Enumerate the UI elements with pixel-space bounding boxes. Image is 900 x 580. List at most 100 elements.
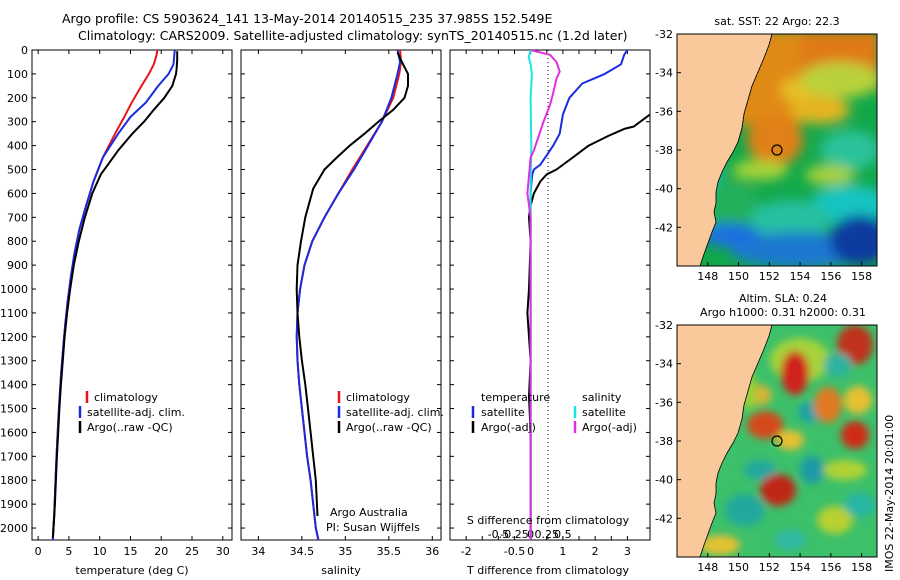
lat-tick-label: -34 xyxy=(655,67,673,80)
depth-tick-label: 300 xyxy=(7,116,28,129)
sla-lat-axis: -32 -34 -36 -38 -40 -42 xyxy=(655,319,681,525)
legend-s-satellite-label: satellite xyxy=(582,406,626,419)
legend-s-argo-label: Argo(-adj) xyxy=(582,421,637,434)
depth-tick-label: 500 xyxy=(7,164,28,177)
temperature-panel: 0100200300400500600700800900100011001200… xyxy=(0,44,233,577)
sst-bathymetry-contour xyxy=(737,34,773,143)
legend-satellite-label: satellite-adj. clim. xyxy=(346,406,444,419)
lat-tick-label: -40 xyxy=(655,474,673,487)
depth-tick-label: 900 xyxy=(7,259,28,272)
lat-tick-label: -32 xyxy=(655,28,673,41)
sla-landmass xyxy=(677,325,773,557)
s-diff-tick-label: 0.25 xyxy=(535,528,560,541)
x-tick-label: 15 xyxy=(123,545,137,558)
x-tick-label: 3 xyxy=(624,545,631,558)
depth-tick-label: 1800 xyxy=(0,474,28,487)
legend-salinity-heading: salinity xyxy=(582,391,622,404)
salinity-panel: 34 34.5 35 35.5 36 salinity climatology sate… xyxy=(240,49,444,577)
x-tick-label: 35.5 xyxy=(377,545,402,558)
x-tick-label: 35 xyxy=(338,545,352,558)
x-tick-label: 10 xyxy=(93,545,107,558)
legend-argo-label: Argo(..raw -QC) xyxy=(87,421,173,434)
sla-map: Altim. SLA: 0.24 Argo h1000: 0.31 h2000:… xyxy=(655,292,878,574)
lon-tick-label: 158 xyxy=(851,561,872,574)
sst-map-title: sat. SST: 22 Argo: 22.3 xyxy=(714,15,839,28)
depth-tick-label: 0 xyxy=(21,44,28,57)
s-diff-tick-label: 0.5 xyxy=(554,528,572,541)
depth-tick-label: 1700 xyxy=(0,450,28,463)
x-tick-label: 34 xyxy=(251,545,265,558)
t-difference-xlabel: T difference from climatology xyxy=(466,564,629,577)
legend-satellite-label: satellite-adj. clim. xyxy=(87,406,185,419)
difference-y-ticks xyxy=(450,49,650,529)
depth-tick-label: 200 xyxy=(7,92,28,105)
salinity-axes-frame xyxy=(240,49,442,541)
x-tick-label: 0 xyxy=(527,545,534,558)
temperature-series-group xyxy=(51,50,179,540)
lat-tick-label: -42 xyxy=(655,221,673,234)
lat-tick-label: -42 xyxy=(655,512,673,525)
sst-field xyxy=(677,34,877,266)
x-tick-label: 30 xyxy=(216,545,230,558)
x-tick-label: 36 xyxy=(425,545,439,558)
sla-map-title-2: Argo h1000: 0.31 h2000: 0.31 xyxy=(700,306,866,319)
x-tick-label: 5 xyxy=(65,545,72,558)
temperature-axes-frame xyxy=(31,49,233,541)
legend-t-satellite-label: satellite xyxy=(481,406,525,419)
legend-t-argo-label: Argo(-adj) xyxy=(481,421,536,434)
sla-blobs xyxy=(700,325,876,555)
depth-tick-label: 1100 xyxy=(0,307,28,320)
difference-series-group xyxy=(526,50,650,540)
s-diff-tick-label: -0.5 xyxy=(488,528,509,541)
depth-tick-label: 400 xyxy=(7,140,28,153)
header-line-2: Climatology: CARS2009. Satellite-adjuste… xyxy=(78,28,628,43)
legend-argo-label: Argo(..raw -QC) xyxy=(346,421,432,434)
depth-tick-label: 1200 xyxy=(0,331,28,344)
difference-panel: -2 -0.5 0 1 2 3 -0.5-0.250 0.250.5 S differenc… xyxy=(449,49,651,577)
lon-tick-label: 148 xyxy=(697,270,718,283)
x-tick-label: 1 xyxy=(559,545,566,558)
t-difference-x-axis: -2 -0.5 0 1 2 3 xyxy=(461,50,631,558)
depth-tick-label: 700 xyxy=(7,211,28,224)
argo-australia-label: Argo Australia xyxy=(330,506,408,519)
lat-tick-label: -38 xyxy=(655,144,673,157)
lon-tick-label: 158 xyxy=(851,270,872,283)
legend-climatology-label: climatology xyxy=(94,391,158,404)
depth-tick-label: 100 xyxy=(7,68,28,81)
lon-tick-label: 150 xyxy=(728,270,749,283)
lon-tick-label: 152 xyxy=(759,561,780,574)
temperature-xlabel: temperature (deg C) xyxy=(75,564,188,577)
s-difference-xlabel: S difference from climatology xyxy=(467,514,630,527)
salinity-y-ticks xyxy=(241,49,441,529)
pi-label: PI: Susan Wijffels xyxy=(326,521,420,534)
lat-tick-label: -36 xyxy=(655,396,673,409)
header-line-1: Argo profile: CS 5903624_141 13-May-2014… xyxy=(62,11,552,26)
lon-tick-label: 156 xyxy=(820,270,841,283)
lon-tick-label: 154 xyxy=(790,561,811,574)
depth-tick-label: 1400 xyxy=(0,379,28,392)
salinity-legend: climatology satellite-adj. clim. Argo(..… xyxy=(337,391,444,434)
salinity-series-group xyxy=(295,50,409,540)
sla-map-title-1: Altim. SLA: 0.24 xyxy=(739,292,827,305)
series-argo-raw-qc- xyxy=(295,51,409,517)
temperature-legend: climatology satellite-adj. clim. Argo(..… xyxy=(78,391,185,434)
lat-tick-label: -32 xyxy=(655,319,673,332)
lat-tick-label: -34 xyxy=(655,358,673,371)
depth-axis: 0 100 200 300 400 500 600 700 800 900 1000 1100 1200… xyxy=(0,44,232,535)
x-tick-label: 34.5 xyxy=(290,545,315,558)
lon-tick-label: 152 xyxy=(759,270,780,283)
lon-tick-label: 154 xyxy=(790,270,811,283)
x-tick-label: -2 xyxy=(461,545,472,558)
series-argo-raw-qc- xyxy=(51,51,179,538)
depth-tick-label: 1300 xyxy=(0,355,28,368)
lon-tick-label: 156 xyxy=(820,561,841,574)
depth-tick-label: 1500 xyxy=(0,403,28,416)
depth-tick-label: 1900 xyxy=(0,498,28,511)
lat-tick-label: -40 xyxy=(655,183,673,196)
x-tick-label: 0 xyxy=(35,545,42,558)
depth-tick-label: 800 xyxy=(7,235,28,248)
x-tick-label: 20 xyxy=(154,545,168,558)
series-salinity-argo-adj- xyxy=(526,50,561,540)
series-satellite-adj-clim- xyxy=(295,50,402,540)
